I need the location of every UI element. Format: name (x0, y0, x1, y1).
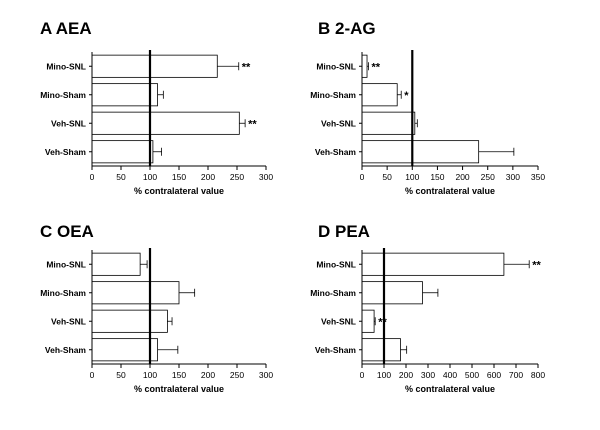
panel-a-bar-veh-sham (91, 140, 154, 164)
panel-d-category-label-mino-sham: Mino-Sham (310, 288, 356, 298)
panel-d-title: D PEA (318, 222, 370, 241)
panel-b-x-tick-label-100: 100 (405, 172, 419, 182)
panel-a-x-tick-label-0: 0 (90, 172, 95, 182)
panel-a-x-tick-label-200: 200 (201, 172, 215, 182)
panel-a-category-label-mino-snl: Mino-SNL (46, 61, 86, 71)
panel-a-x-axis-label: % contralateral value (134, 186, 224, 196)
panel-a-significance-mino-snl: ** (242, 61, 251, 73)
panel-c-x-tick-label-50: 50 (116, 370, 126, 380)
panel-a-bar-mino-snl (91, 54, 218, 78)
panel-a-title: A AEA (40, 19, 92, 38)
panel-c-bar-veh-snl (91, 309, 168, 333)
panel-c-bar-mino-snl (91, 252, 141, 276)
panel-d-significance-veh-snl: ** (378, 316, 387, 328)
panel-d-category-label-veh-snl: Veh-SNL (321, 316, 356, 326)
panel-a-significance-veh-snl: ** (248, 118, 257, 130)
panel-d-x-tick-label-100: 100 (377, 370, 391, 380)
panel-d-x-tick-label-200: 200 (399, 370, 413, 380)
panel-d-x-tick-label-500: 500 (465, 370, 479, 380)
panel-c-x-tick-label-200: 200 (201, 370, 215, 380)
panel-a-x-tick-label-50: 50 (116, 172, 126, 182)
panel-c-x-tick-label-0: 0 (90, 370, 95, 380)
panel-c-x-tick-label-100: 100 (143, 370, 157, 380)
panel-b-x-tick-label-200: 200 (455, 172, 469, 182)
panel-d-significance-mino-snl: ** (532, 259, 541, 271)
panel-a-category-label-veh-sham: Veh-Sham (45, 147, 87, 157)
panel-d-x-tick-label-300: 300 (421, 370, 435, 380)
panel-d-x-tick-label-700: 700 (509, 370, 523, 380)
panel-b-category-label-veh-snl: Veh-SNL (321, 118, 356, 128)
panel-b-category-label-veh-sham: Veh-Sham (315, 147, 357, 157)
panel-d-x-tick-label-600: 600 (487, 370, 501, 380)
panel-b-x-tick-label-150: 150 (430, 172, 444, 182)
panel-c-category-label-mino-snl: Mino-SNL (46, 259, 86, 269)
panel-b-x-tick-label-250: 250 (481, 172, 495, 182)
panel-a-bar-veh-snl (91, 111, 240, 135)
panel-b-bar-veh-sham (361, 140, 480, 164)
panel-a-x-tick-label-100: 100 (143, 172, 157, 182)
panel-d-category-label-veh-sham: Veh-Sham (315, 345, 357, 355)
panel-b-category-label-mino-sham: Mino-Sham (310, 90, 356, 100)
panel-a-category-label-veh-snl: Veh-SNL (51, 118, 86, 128)
panel-b-category-label-mino-snl: Mino-SNL (316, 61, 356, 71)
panel-d-x-axis-label: % contralateral value (405, 384, 495, 394)
panel-c-category-label-veh-snl: Veh-SNL (51, 316, 86, 326)
panel-c-x-tick-label-250: 250 (230, 370, 244, 380)
panel-b-bar-veh-snl (361, 111, 416, 135)
panel-c-bar-mino-sham (91, 281, 180, 305)
panel-a-category-label-mino-sham: Mino-Sham (40, 90, 86, 100)
panel-d-bar-mino-sham (361, 281, 423, 305)
panel-b-significance-mino-snl: ** (372, 61, 381, 73)
panel-d-category-label-mino-snl: Mino-SNL (316, 259, 356, 269)
panel-c-x-axis-label: % contralateral value (134, 384, 224, 394)
panel-b-title: B 2-AG (318, 19, 376, 38)
panel-d-bar-veh-snl (361, 309, 375, 333)
panel-d-x-tick-label-400: 400 (443, 370, 457, 380)
panel-b-x-axis-label: % contralateral value (405, 186, 495, 196)
panel-a-bar-mino-sham (91, 83, 158, 107)
panel-d-x-tick-label-0: 0 (360, 370, 365, 380)
panel-b-bar-mino-sham (361, 83, 398, 107)
panel-d-bar-veh-sham (361, 338, 401, 362)
panel-c-title: C OEA (40, 222, 94, 241)
panel-b-x-tick-label-50: 50 (382, 172, 392, 182)
panel-a-x-tick-label-300: 300 (259, 172, 273, 182)
panel-c-bar-veh-sham (91, 338, 158, 362)
panel-b-x-tick-label-0: 0 (360, 172, 365, 182)
panel-c-x-tick-label-300: 300 (259, 370, 273, 380)
panel-b-x-tick-label-350: 350 (531, 172, 545, 182)
panel-b-x-tick-label-300: 300 (506, 172, 520, 182)
panel-d-x-tick-label-800: 800 (531, 370, 545, 380)
panel-a-x-tick-label-250: 250 (230, 172, 244, 182)
panel-c-category-label-mino-sham: Mino-Sham (40, 288, 86, 298)
panel-a-x-tick-label-150: 150 (172, 172, 186, 182)
panel-b-significance-mino-sham: * (404, 90, 409, 102)
panel-c-x-tick-label-150: 150 (172, 370, 186, 380)
panel-b-bar-mino-snl (361, 54, 368, 78)
panel-c-category-label-veh-sham: Veh-Sham (45, 345, 87, 355)
